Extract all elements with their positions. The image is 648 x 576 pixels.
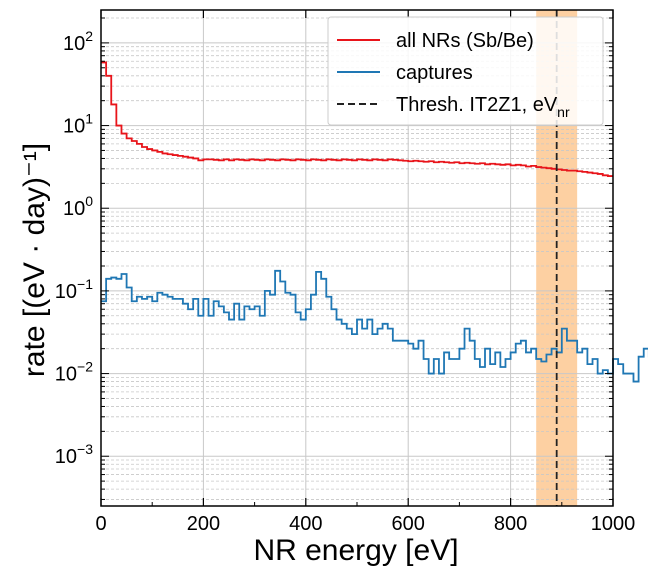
chart-ticks-layer: 0 200 400 600 800 1000 10−3 10−2 10−1 100 101 102 <box>55 10 635 535</box>
series-0-line <box>101 61 613 177</box>
y-tick-label: 10−1 <box>55 276 93 303</box>
legend-label-threshold-main: Thresh. IT2Z1, eV <box>396 94 558 116</box>
legend-label-all-nrs: all NRs (Sb/Be) <box>396 30 534 52</box>
x-tick-label: 800 <box>494 513 527 535</box>
legend-box <box>327 16 604 126</box>
legend-label-threshold-sub: nr <box>557 104 570 120</box>
series-1-line <box>101 269 648 383</box>
legend: all NRs (Sb/Be) captures Thresh. IT2Z1, … <box>327 16 604 126</box>
y-axis-title: rate [(eV · day)⁻¹] <box>18 143 51 377</box>
x-axis-title: NR energy [eV] <box>253 534 458 567</box>
y-tick-label: 101 <box>63 111 93 138</box>
legend-label-captures: captures <box>396 62 473 84</box>
x-tick-label: 600 <box>392 513 425 535</box>
y-tick-label: 10−2 <box>55 359 93 386</box>
x-tick-label: 200 <box>187 513 220 535</box>
x-tick-label: 1000 <box>591 513 636 535</box>
y-tick-label: 10−3 <box>55 441 93 468</box>
x-tick-label: 400 <box>289 513 322 535</box>
legend-label-threshold: Thresh. IT2Z1, eVnr <box>396 94 570 120</box>
y-tick-label: 100 <box>63 193 93 220</box>
x-tick-label: 0 <box>95 513 106 535</box>
y-tick-label: 102 <box>63 28 93 55</box>
